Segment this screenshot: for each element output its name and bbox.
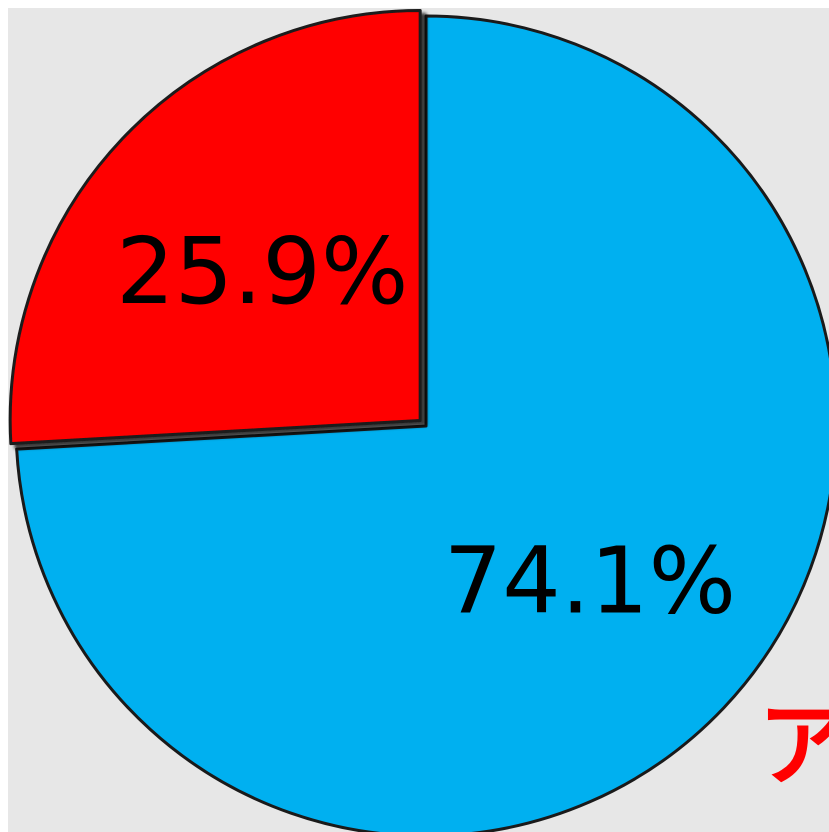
pie-slice-1	[8, 9, 422, 446]
pie-slice-label-1: 25.9%	[116, 218, 408, 325]
pie-slice-label-0: 74.1%	[444, 527, 736, 634]
pie-slice-0	[15, 14, 829, 832]
annotation-text: ア	[758, 692, 829, 799]
